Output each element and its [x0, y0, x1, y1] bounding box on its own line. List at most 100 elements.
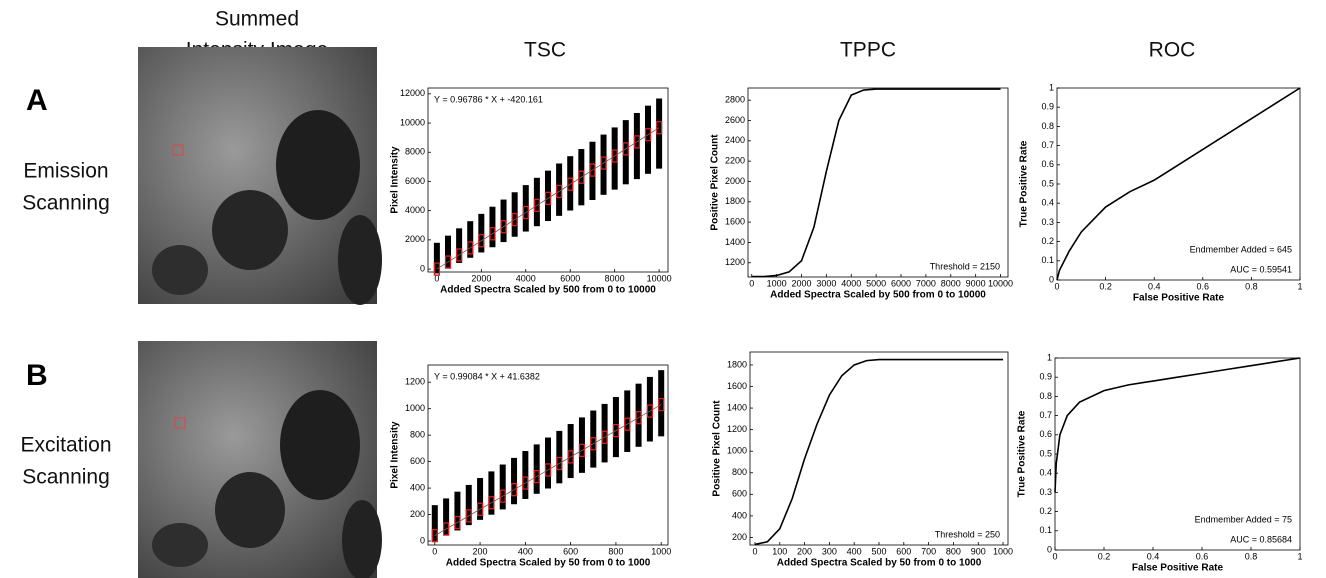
mean-marker: [601, 430, 608, 444]
y-tick-label: 0.5: [1041, 178, 1054, 188]
x-tick-label: 700: [921, 546, 936, 556]
y-tick-label: 0.8: [1041, 121, 1054, 131]
mean-marker: [533, 469, 540, 484]
image-region: [338, 215, 382, 305]
chart: 1200 1400 1600 1800 2000 2200 2400 2600 2800 0 100…: [710, 87, 1013, 301]
mean-marker: [635, 411, 642, 425]
y-tick-label: 2600: [725, 115, 745, 125]
x-tick-label: 7000: [916, 278, 936, 288]
box: [612, 397, 619, 458]
x-tick-label: 1000: [651, 546, 671, 556]
line: [1056, 87, 1301, 281]
x-tick-label: 400: [847, 546, 862, 556]
x-tick-label: 300: [822, 546, 837, 556]
y-tick-label: 1600: [727, 381, 747, 391]
box: [433, 242, 440, 274]
y-tick-label: 400: [732, 510, 747, 520]
mean-marker: [555, 184, 563, 199]
y-axis-label: True Positive Rate: [1017, 410, 1028, 497]
y-tick-label: 2000: [405, 234, 425, 244]
y-axis-label: Positive Pixel Count: [712, 400, 723, 497]
y-axis-label: Pixel Intensity: [390, 421, 401, 489]
box: [658, 370, 665, 437]
micrograph: [138, 47, 382, 305]
mean-marker: [454, 515, 461, 530]
line: [751, 88, 1001, 278]
x-tick-label: 10000: [988, 278, 1013, 288]
box: [611, 127, 618, 190]
box: [589, 141, 596, 201]
column-title: TSC: [524, 39, 566, 62]
box: [489, 206, 496, 248]
x-tick-label: 200: [797, 546, 812, 556]
box: [454, 491, 461, 531]
annotation: Threshold = 250: [935, 529, 1000, 539]
annotation: Y = 0.99084 * X + 41.6382: [434, 371, 540, 381]
mean-marker: [556, 456, 563, 471]
x-tick-label: 900: [971, 546, 986, 556]
mean-marker: [455, 248, 463, 262]
mean-marker: [433, 262, 441, 276]
mean-marker: [444, 255, 452, 269]
y-tick-label: 0.3: [1039, 487, 1052, 497]
annotation: AUC = 0.85684: [1230, 534, 1292, 544]
y-axis-label: Pixel Intensity: [390, 146, 401, 214]
x-axis-label: Added Spectra Scaled by 50 from 0 to 100…: [446, 558, 651, 569]
row-letter: B: [26, 359, 48, 392]
row-title: Excitation: [20, 434, 111, 457]
x-tick-label: 6000: [560, 273, 580, 283]
box: [533, 444, 540, 494]
y-tick-label: 0.3: [1041, 217, 1054, 227]
box: [545, 437, 551, 489]
row-title: Scanning: [22, 466, 110, 489]
box: [499, 464, 506, 510]
y-tick-label: 1400: [725, 237, 745, 247]
y-tick-label: 0: [420, 535, 425, 545]
plot-area: [747, 87, 1009, 278]
box: [445, 235, 451, 269]
x-tick-label: 6000: [891, 278, 911, 288]
column-title: TPPC: [840, 39, 896, 62]
y-tick-label: 1400: [727, 402, 747, 412]
x-tick-label: 0: [749, 278, 754, 288]
box: [635, 383, 642, 447]
y-tick-label: 0.2: [1041, 236, 1054, 246]
image-region: [342, 500, 382, 578]
y-tick-label: 0.1: [1039, 525, 1052, 535]
y-tick-label: 1: [1047, 352, 1052, 362]
image-region: [152, 245, 208, 295]
mean-marker: [499, 489, 506, 503]
y-tick-label: 1200: [727, 424, 747, 434]
mean-marker: [612, 423, 620, 438]
mean-marker: [533, 198, 541, 213]
y-tick-label: 800: [732, 467, 747, 477]
mean-marker: [544, 191, 552, 206]
y-axis-label: Positive Pixel Count: [710, 134, 721, 231]
x-tick-label: 600: [896, 546, 911, 556]
y-tick-label: 1000: [405, 403, 425, 413]
x-axis-label: False Positive Rate: [1132, 563, 1224, 574]
x-axis-label: Added Spectra Scaled by 500 from 0 to 10…: [440, 285, 656, 296]
mean-marker: [500, 220, 507, 234]
mean-marker: [622, 142, 629, 156]
mean-marker: [465, 509, 472, 523]
column-title: ROC: [1149, 39, 1196, 62]
row-letter: A: [26, 84, 48, 117]
box: [633, 112, 640, 180]
box: [590, 410, 597, 468]
plot-area: [1054, 357, 1301, 551]
row-title: Scanning: [22, 192, 110, 215]
x-tick-label: 4000: [516, 273, 536, 283]
micrograph: [138, 341, 382, 578]
box: [522, 185, 529, 232]
mean-marker: [611, 149, 618, 163]
box: [456, 228, 463, 263]
x-tick-label: 0: [1052, 551, 1057, 561]
y-tick-label: 1000: [727, 446, 747, 456]
chart: 0 2000 4000 6000 8000 10000 12000 0 2000 4000 6000…: [390, 87, 672, 296]
x-tick-label: 0.6: [1197, 281, 1210, 291]
y-tick-label: 8000: [405, 147, 425, 157]
y-tick-label: 600: [410, 456, 425, 466]
box: [443, 498, 450, 536]
annotation: Threshold = 2150: [930, 261, 1000, 271]
